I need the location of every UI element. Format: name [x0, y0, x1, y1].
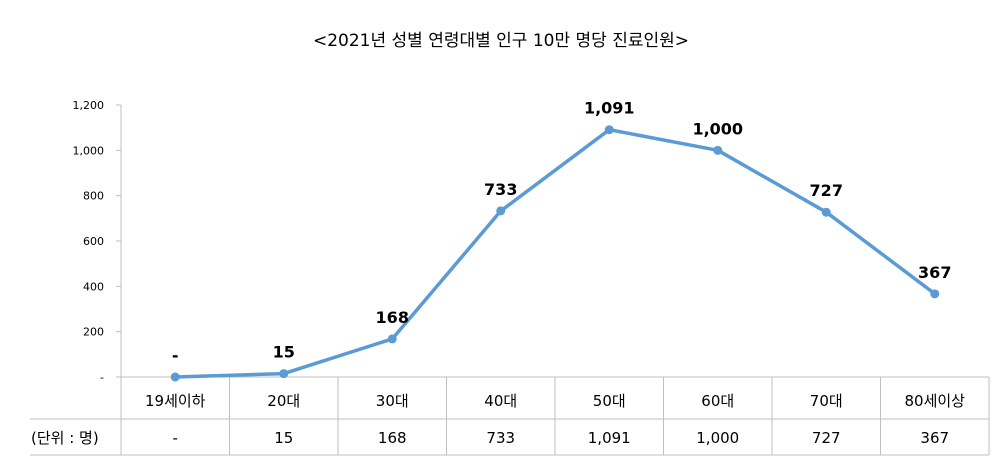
x-category-label: 19세이하	[145, 392, 206, 410]
data-point	[496, 206, 506, 216]
data-labels: - 15 168 733 1,091 1,000 727 367	[172, 99, 952, 365]
x-category-label: 30대	[376, 392, 409, 410]
series-polyline	[173, 127, 937, 379]
chart-title: <2021년 성별 연령대별 인구 10만 명당 진료인원>	[313, 31, 689, 51]
table-cell: 1,091	[588, 429, 631, 447]
x-category-label: 60대	[701, 392, 734, 410]
data-point	[604, 125, 614, 135]
series-line	[170, 125, 940, 382]
data-point	[387, 334, 397, 344]
table-cell: 15	[274, 429, 293, 447]
data-label: 727	[810, 181, 843, 200]
y-tick-label: 600	[83, 235, 104, 248]
y-tick-label: 200	[83, 326, 104, 339]
data-label: 367	[918, 263, 951, 282]
table-cell: 367	[920, 429, 949, 447]
data-point	[821, 207, 831, 217]
x-category-label: 80세이상	[905, 392, 966, 410]
data-label: 1,091	[584, 99, 635, 118]
x-category-label: 70대	[810, 392, 843, 410]
data-point	[170, 372, 180, 382]
data-label: 733	[484, 180, 517, 199]
data-point	[713, 145, 723, 155]
data-label: 15	[273, 343, 295, 362]
y-tick-label: -	[100, 371, 104, 384]
table-row-label: (단위 : 명)	[31, 429, 99, 447]
data-point	[279, 369, 289, 379]
table-cell: 168	[378, 429, 407, 447]
y-tick-label: 1,000	[73, 144, 105, 157]
data-label: -	[172, 346, 179, 365]
x-category-label: 20대	[267, 392, 300, 410]
y-tick-label: 400	[83, 280, 104, 293]
x-category-label: 40대	[484, 392, 517, 410]
y-tick-label: 800	[83, 190, 104, 203]
table-cell: 733	[486, 429, 515, 447]
data-point	[930, 289, 940, 299]
y-tick-label: 1,200	[73, 99, 105, 112]
data-table: (단위 : 명) 19세이하 20대 30대 40대 50대 60대 70대 80세이상 - 15 1…	[30, 376, 990, 456]
data-label: 168	[376, 308, 409, 327]
data-label: 1,000	[692, 119, 743, 138]
table-cell: 727	[812, 429, 841, 447]
x-category-label: 50대	[593, 392, 626, 410]
y-axis: - 200 400 600 800 1,000 1,200	[73, 99, 122, 384]
table-cell: -	[173, 429, 178, 447]
table-cell: 1,000	[696, 429, 739, 447]
